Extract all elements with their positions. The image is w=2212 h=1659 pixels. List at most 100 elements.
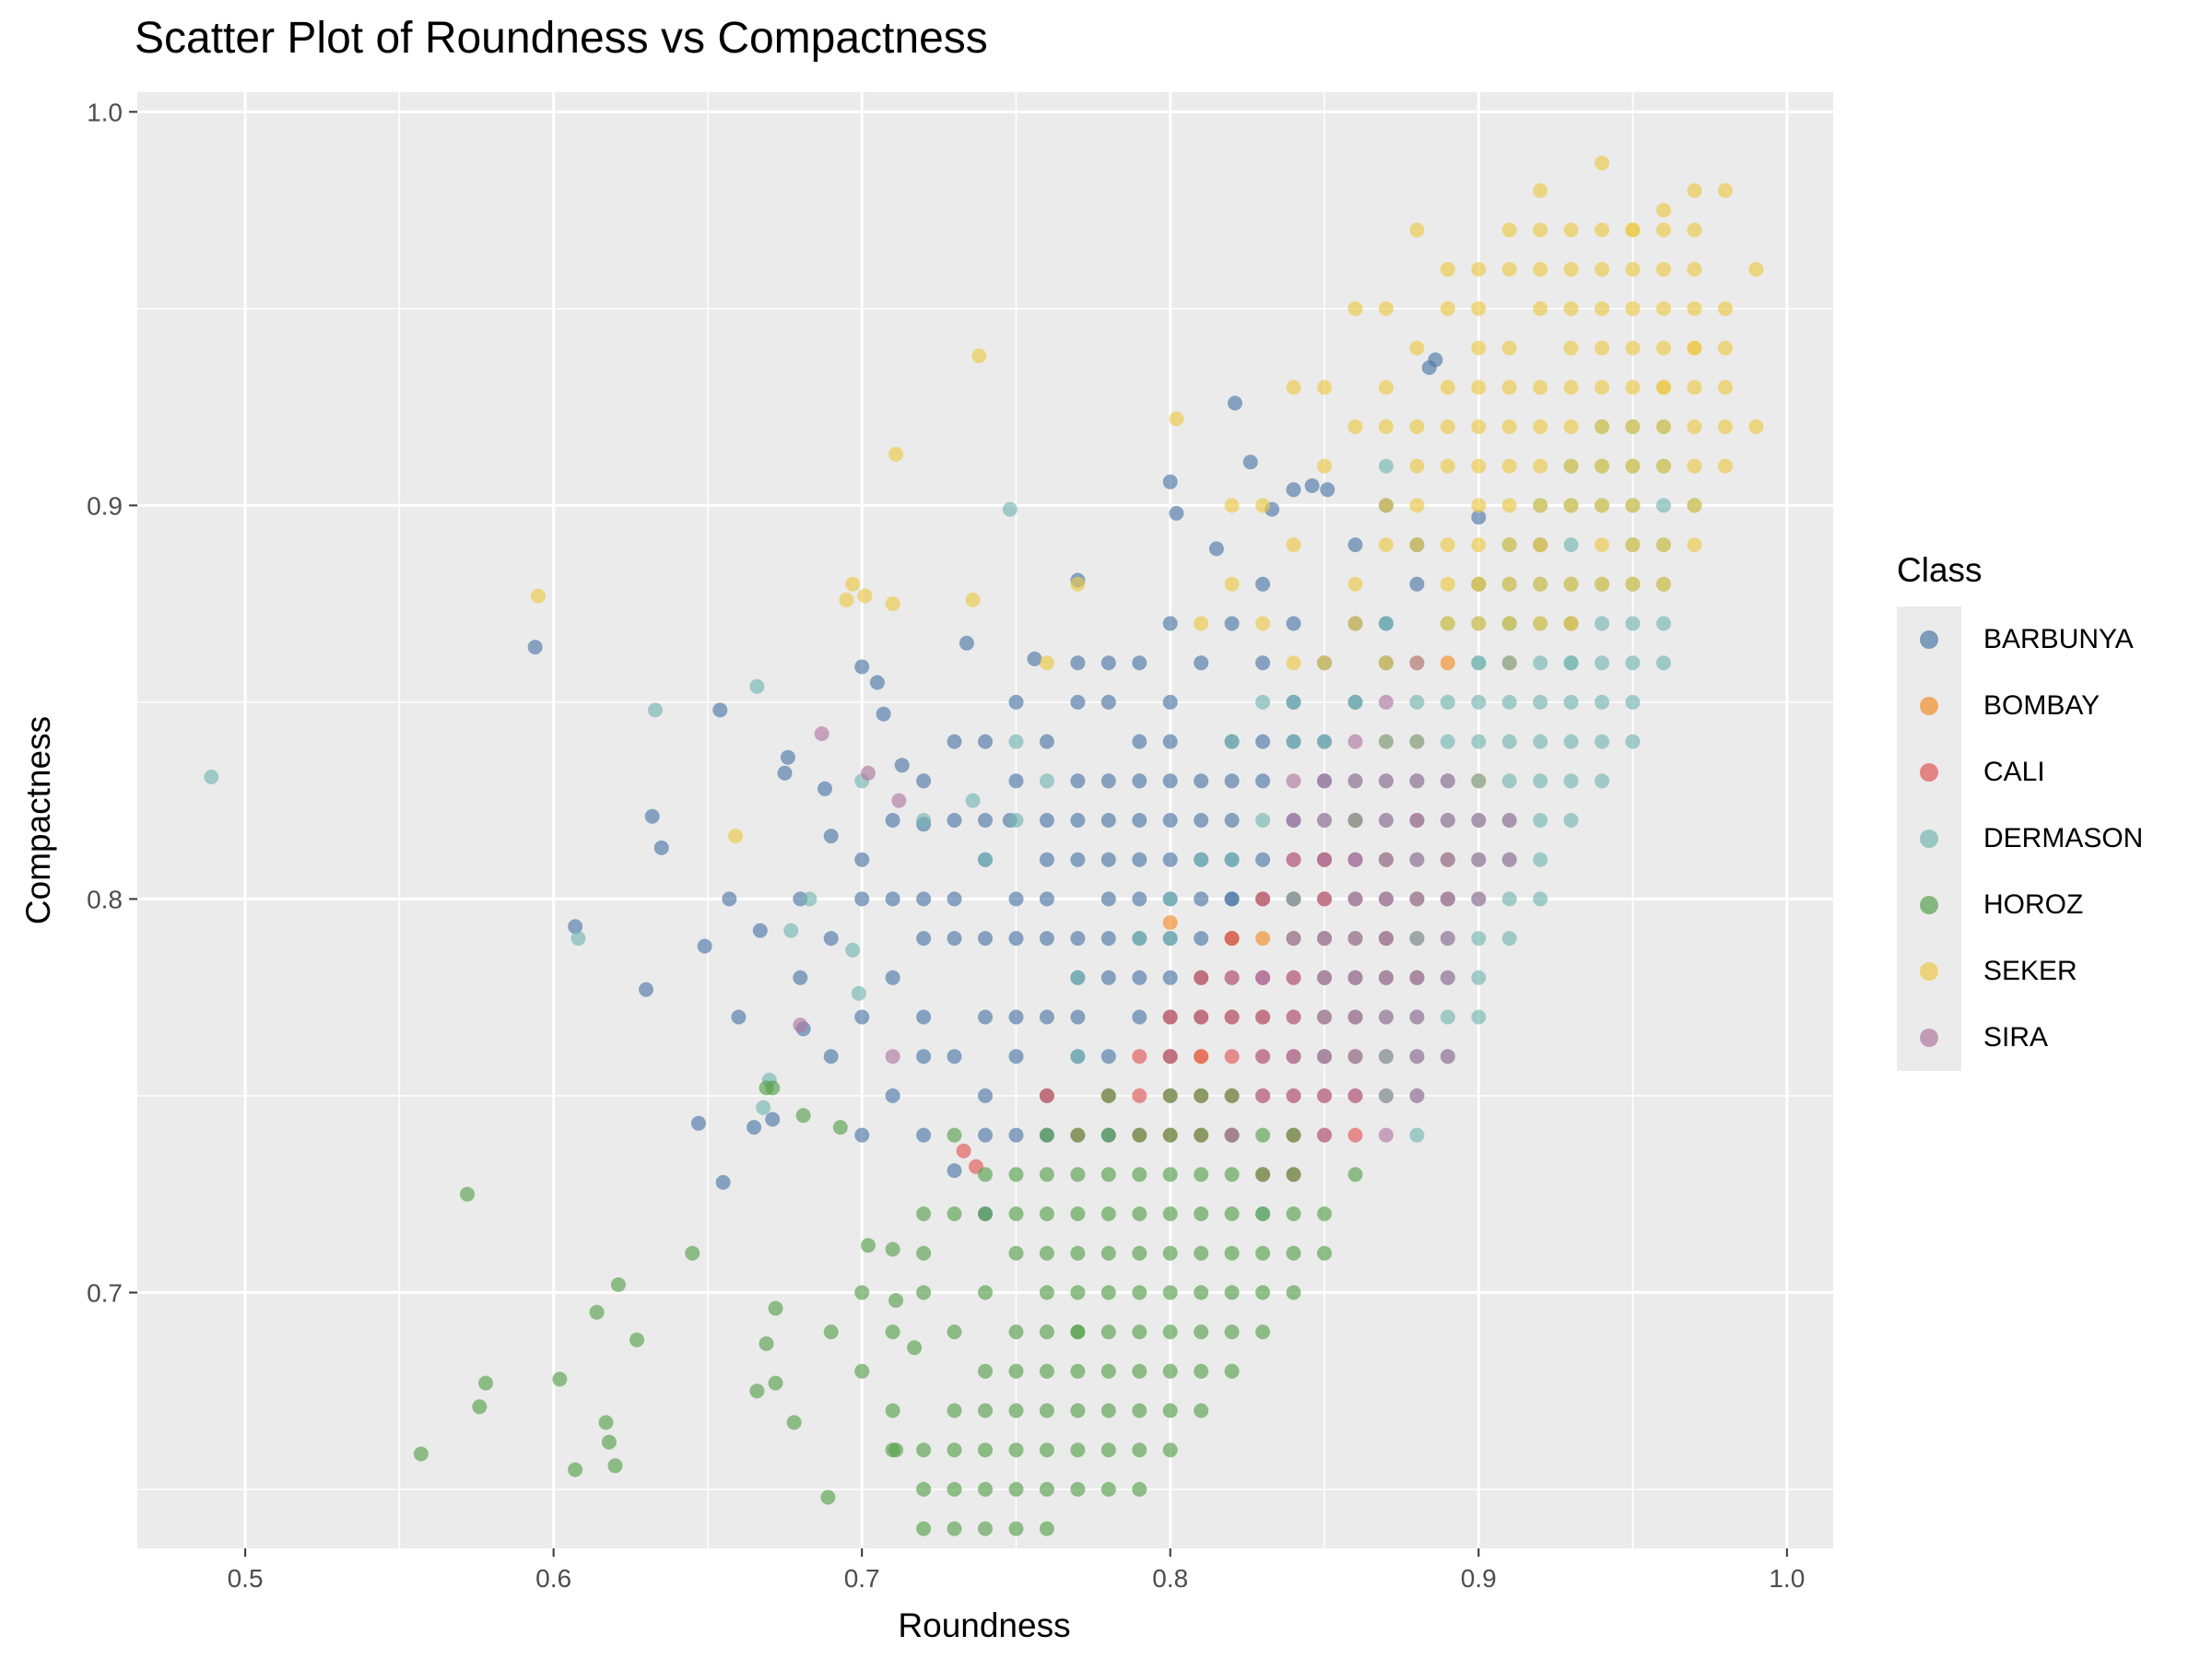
legend-item: CALI: [1897, 739, 2045, 806]
data-point: [1194, 931, 1209, 947]
data-point: [1132, 970, 1147, 985]
series-seker: [530, 155, 1764, 844]
data-point: [1625, 222, 1641, 238]
data-point: [1194, 1009, 1209, 1025]
data-point: [1533, 616, 1548, 631]
data-point: [1656, 655, 1671, 671]
data-point: [756, 1100, 771, 1115]
data-point: [1070, 1127, 1086, 1143]
data-point: [978, 1167, 993, 1182]
data-point: [978, 1127, 993, 1143]
data-point: [1563, 262, 1579, 277]
data-point: [1501, 616, 1517, 631]
data-point: [1471, 655, 1487, 671]
data-point: [1194, 891, 1209, 907]
data-point: [629, 1332, 644, 1347]
data-point: [1501, 458, 1517, 474]
data-point: [1533, 222, 1548, 238]
data-point: [1378, 1009, 1394, 1025]
data-point: [1687, 340, 1702, 356]
data-point: [1347, 537, 1363, 553]
legend-dot-icon: [1920, 763, 1938, 782]
data-point: [885, 970, 900, 985]
data-point: [1224, 498, 1240, 513]
data-point: [1317, 1127, 1332, 1143]
data-point: [885, 813, 900, 828]
data-point: [1594, 380, 1610, 395]
data-point: [1286, 694, 1301, 710]
data-point: [1563, 616, 1579, 631]
data-point: [1194, 1363, 1209, 1379]
data-point: [1533, 891, 1548, 907]
data-point: [1471, 694, 1487, 710]
data-point: [947, 931, 962, 947]
data-point: [947, 1324, 962, 1340]
data-point: [885, 596, 900, 612]
data-point: [1347, 300, 1363, 316]
data-point: [1440, 813, 1455, 828]
data-point: [1317, 1245, 1332, 1261]
data-point: [1224, 1363, 1240, 1379]
x-tick-label: 0.8: [1152, 1564, 1188, 1593]
data-point: [1132, 1481, 1147, 1497]
data-point: [885, 1324, 900, 1340]
legend-label: BOMBAY: [1983, 690, 2100, 721]
data-point: [780, 749, 795, 765]
data-point: [1162, 1009, 1178, 1025]
data-point: [1132, 1167, 1147, 1182]
data-point: [823, 1049, 839, 1065]
data-point: [1008, 734, 1024, 749]
legend-item: DERMASON: [1897, 806, 2143, 872]
data-point: [1625, 694, 1641, 710]
data-point: [1008, 1481, 1024, 1497]
data-point: [1286, 773, 1301, 789]
data-point: [1070, 1245, 1086, 1261]
data-point: [1162, 694, 1178, 710]
data-point: [712, 702, 728, 718]
data-point: [1132, 1285, 1147, 1300]
data-point: [978, 931, 993, 947]
data-point: [1008, 813, 1024, 828]
data-point: [1471, 380, 1487, 395]
data-point: [601, 1434, 617, 1450]
legend-keys: BARBUNYA BOMBAY CALI DERMASON HOROZ SEKER SIRA: [1897, 606, 2143, 1071]
data-point: [1039, 1009, 1054, 1025]
data-point: [916, 931, 932, 947]
data-point: [1378, 813, 1394, 828]
data-point: [1594, 734, 1610, 749]
data-point: [768, 1375, 783, 1391]
data-point: [1409, 891, 1425, 907]
data-point: [731, 1009, 747, 1025]
data-point: [1320, 482, 1335, 498]
legend-dot-icon: [1920, 962, 1938, 981]
data-point: [1070, 655, 1086, 671]
data-point: [1717, 182, 1733, 198]
data-point: [888, 446, 903, 462]
legend-item: SEKER: [1897, 938, 2077, 1005]
x-axis-title: Roundness: [898, 1606, 1070, 1644]
data-point: [1008, 1206, 1024, 1221]
data-point: [1409, 1127, 1425, 1143]
data-point: [916, 773, 932, 789]
data-point: [1070, 1285, 1086, 1300]
data-point: [1440, 380, 1455, 395]
data-point: [1100, 813, 1116, 828]
data-point: [823, 1324, 839, 1340]
data-point: [1039, 813, 1054, 828]
data-point: [1224, 1285, 1240, 1300]
legend-label: SIRA: [1983, 1022, 2049, 1053]
data-point: [1533, 773, 1548, 789]
data-point: [765, 1112, 781, 1127]
data-point: [1687, 537, 1702, 553]
data-point: [1255, 576, 1271, 592]
data-point: [1132, 813, 1147, 828]
data-point: [1317, 891, 1332, 907]
data-point: [869, 675, 885, 690]
data-point: [1378, 773, 1394, 789]
data-point: [1625, 419, 1641, 434]
legend-key: [1897, 938, 1961, 1005]
data-point: [1162, 1285, 1178, 1300]
data-point: [1224, 1206, 1240, 1221]
legend-item: BOMBAY: [1897, 673, 2100, 739]
data-point: [1533, 734, 1548, 749]
